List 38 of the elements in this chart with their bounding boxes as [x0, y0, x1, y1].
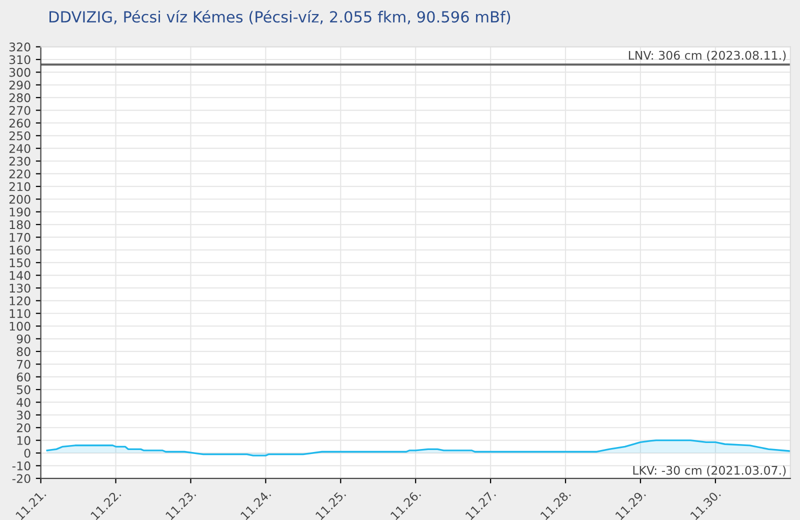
y-tick-label: 280 — [9, 93, 30, 102]
y-tick-label: 190 — [10, 208, 30, 216]
y-tick-label: -20 — [12, 474, 30, 484]
y-tick-label: 110 — [10, 309, 30, 318]
y-tick-label: 80 — [16, 347, 30, 356]
y-tick-label: 40 — [16, 398, 30, 407]
y-tick-label: 200 — [9, 194, 30, 204]
chart-title: DDVIZIG, Pécsi víz Kémes (Pécsi-víz, 2.055 fkm, 90.596 mBf) — [50, 10, 510, 24]
y-tick-label: 240 — [9, 144, 30, 154]
y-tick-label: -10 — [12, 461, 30, 470]
y-tick-label: 270 — [9, 106, 30, 115]
y-tick-label: 210 — [9, 182, 30, 192]
y-tick-label: 290 — [9, 80, 30, 90]
y-tick-label: 130 — [10, 284, 30, 293]
y-tick-label: 250 — [9, 131, 30, 140]
y-tick-label: 30 — [16, 410, 30, 420]
y-tick-label: 150 — [10, 258, 30, 268]
y-tick-label: 140 — [10, 271, 30, 280]
y-tick-label: 260 — [9, 118, 30, 128]
y-tick-label: 70 — [17, 360, 30, 369]
y-tick-label: 120 — [10, 296, 30, 306]
y-tick-label: 230 — [9, 156, 30, 166]
y-tick-label: 0 — [24, 448, 30, 458]
y-tick-label: 90 — [16, 334, 30, 344]
y-tick-label: 170 — [10, 232, 30, 242]
y-tick-label: 320 — [9, 42, 30, 52]
y-tick-label: 300 — [9, 68, 30, 77]
y-tick-label: 20 — [16, 423, 30, 432]
y-tick-label: 220 — [9, 169, 30, 178]
y-tick-label: 180 — [10, 220, 30, 230]
y-tick-label: 60 — [16, 372, 30, 382]
y-tick-label: 310 — [9, 55, 30, 64]
y-tick-label: 160 — [10, 246, 30, 255]
y-tick-label: 100 — [10, 322, 30, 331]
ref-line-label: LNV: 306 cm (2023.08.11.) — [628, 50, 786, 62]
y-tick-label: 50 — [16, 385, 30, 394]
y-tick-label: 10 — [17, 436, 30, 445]
annotation: LKV: -30 cm (2021.03.07.) — [633, 466, 786, 476]
